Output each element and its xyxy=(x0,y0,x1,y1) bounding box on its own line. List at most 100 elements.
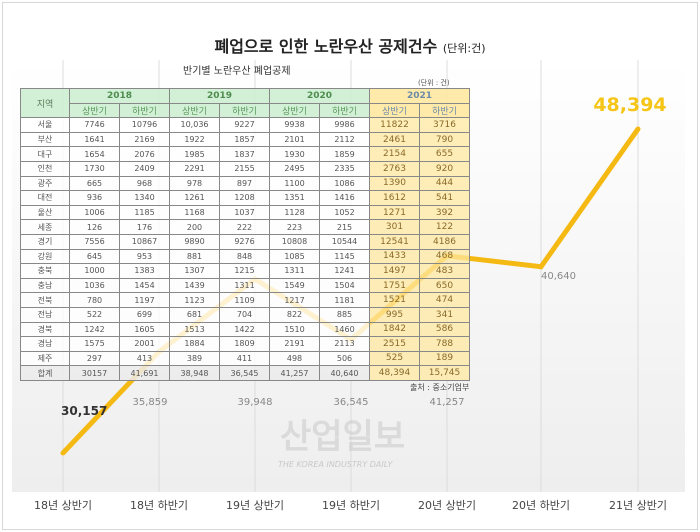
value-cell: 411 xyxy=(219,350,270,367)
value-cell: 40,640 xyxy=(319,365,370,381)
value-cell: 413 xyxy=(119,350,170,367)
value-cell: 126 xyxy=(69,219,120,235)
data-point xyxy=(60,450,66,456)
table-row: 경북 1242 1605 1513 1422 1510 1460 1842 586 xyxy=(20,321,470,338)
region-cell: 인천 xyxy=(20,160,70,177)
value-cell: 1208 xyxy=(219,190,270,206)
data-label: 40,640 xyxy=(541,271,576,282)
region-cell: 제주 xyxy=(20,350,70,367)
half-header: 상반기 xyxy=(69,102,120,119)
value-cell: 1985 xyxy=(169,146,220,162)
table-row: 충남 1036 1454 1439 1311 1549 1504 1751 650 xyxy=(20,277,470,294)
value-cell: 468 xyxy=(419,248,470,265)
region-cell: 강원 xyxy=(20,248,70,265)
value-cell: 1922 xyxy=(169,131,220,148)
value-cell: 848 xyxy=(219,248,270,265)
value-cell: 9227 xyxy=(219,117,270,133)
value-cell: 4186 xyxy=(419,233,470,250)
region-cell: 전남 xyxy=(20,306,70,323)
value-cell: 2461 xyxy=(369,131,420,148)
value-cell: 2335 xyxy=(319,160,370,177)
watermark-sub: THE KOREA INDUSTRY DAILY xyxy=(278,460,393,469)
value-cell: 525 xyxy=(369,350,420,367)
value-cell: 10808 xyxy=(269,233,320,250)
value-cell: 968 xyxy=(119,175,170,192)
value-cell: 1145 xyxy=(319,248,370,265)
value-cell: 506 xyxy=(319,350,370,367)
value-cell: 704 xyxy=(219,306,270,323)
value-cell: 1383 xyxy=(119,263,170,279)
value-cell: 1930 xyxy=(269,146,320,162)
table-row: 광주 665 968 978 897 1100 1086 1390 444 xyxy=(20,175,470,192)
value-cell: 1311 xyxy=(269,263,320,279)
value-cell: 885 xyxy=(319,306,370,323)
value-cell: 1123 xyxy=(169,292,220,308)
value-cell: 297 xyxy=(69,350,120,367)
value-cell: 522 xyxy=(69,306,120,323)
value-cell: 1521 xyxy=(369,292,420,308)
value-cell: 1037 xyxy=(219,204,270,221)
value-cell: 1884 xyxy=(169,336,220,352)
value-cell: 9276 xyxy=(219,233,270,250)
table-subtitle: 반기별 노란우산 폐업공제 xyxy=(183,66,291,77)
value-cell: 1439 xyxy=(169,277,220,294)
region-cell: 서울 xyxy=(20,117,70,133)
value-cell: 3716 xyxy=(419,117,470,133)
region-cell: 경기 xyxy=(20,233,70,250)
value-cell: 444 xyxy=(419,175,470,192)
region-cell: 충남 xyxy=(20,277,70,294)
data-label: 35,859 xyxy=(133,397,168,408)
value-cell: 1390 xyxy=(369,175,420,192)
value-cell: 2101 xyxy=(269,131,320,148)
value-cell: 2154 xyxy=(369,146,420,162)
value-cell: 1109 xyxy=(219,292,270,308)
region-cell: 경남 xyxy=(20,336,70,352)
data-label: 36,545 xyxy=(334,397,369,408)
value-cell: 41,691 xyxy=(119,365,170,381)
half-header: 하반기 xyxy=(119,102,170,119)
value-cell: 1085 xyxy=(269,248,320,265)
watermark-logo: 산업일보 xyxy=(280,417,406,457)
value-cell: 1128 xyxy=(269,204,320,221)
value-cell: 2191 xyxy=(269,336,320,352)
data-label: 48,394 xyxy=(593,94,666,116)
value-cell: 1311 xyxy=(219,277,270,294)
value-cell: 30157 xyxy=(69,365,120,381)
value-cell: 2113 xyxy=(319,336,370,352)
data-point xyxy=(538,264,544,270)
half-header: 하반기 xyxy=(419,102,470,119)
value-cell: 2763 xyxy=(369,160,420,177)
value-cell: 483 xyxy=(419,263,470,279)
title-unit: (단위:건) xyxy=(442,42,486,55)
value-cell: 9986 xyxy=(319,117,370,133)
value-cell: 881 xyxy=(169,248,220,265)
value-cell: 1510 xyxy=(269,321,320,338)
x-tick-label: 19년 상반기 xyxy=(226,499,284,512)
value-cell: 1575 xyxy=(69,336,120,352)
value-cell: 788 xyxy=(419,336,470,352)
table-row: 제주 297 413 389 411 498 506 525 189 xyxy=(20,350,470,367)
table-row: 전남 522 699 681 704 822 885 995 341 xyxy=(20,306,470,323)
value-cell: 1730 xyxy=(69,160,120,177)
value-cell: 1271 xyxy=(369,204,420,221)
region-cell: 부산 xyxy=(20,131,70,148)
x-tick-label: 21년 상반기 xyxy=(609,499,667,512)
value-cell: 189 xyxy=(419,350,470,367)
half-header: 상반기 xyxy=(269,102,320,119)
table-row: 대구 1654 2076 1985 1837 1930 1859 2154 655 xyxy=(20,146,470,162)
data-label: 30,157 xyxy=(61,404,107,418)
value-cell: 15,745 xyxy=(419,365,470,381)
table-row: 세종 126 176 200 222 223 215 301 122 xyxy=(20,219,470,235)
value-cell: 1100 xyxy=(269,175,320,192)
table-row: 부산 1641 2169 1922 1857 2101 2112 2461 790 xyxy=(20,131,470,148)
value-cell: 1261 xyxy=(169,190,220,206)
value-cell: 2495 xyxy=(269,160,320,177)
value-cell: 978 xyxy=(169,175,220,192)
region-cell: 충북 xyxy=(20,263,70,279)
value-cell: 1842 xyxy=(369,321,420,338)
region-header: 지역 xyxy=(20,87,70,119)
value-cell: 1416 xyxy=(319,190,370,206)
value-cell: 474 xyxy=(419,292,470,308)
table-unit: (단위 : 건) xyxy=(418,79,450,87)
